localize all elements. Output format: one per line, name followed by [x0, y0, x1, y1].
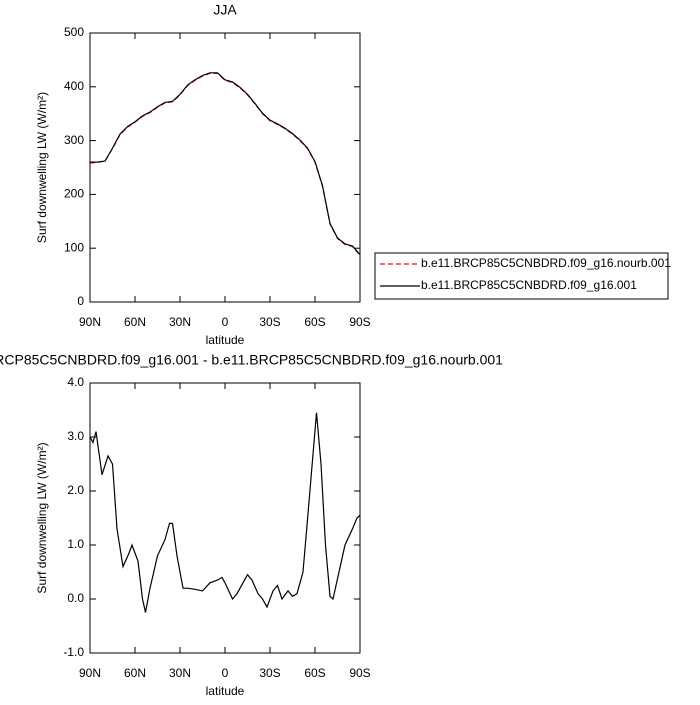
x-tick-label: 30N [169, 666, 191, 680]
y-axis-label: Surf downwelling LW (W/m²) [35, 442, 49, 593]
legend-label: b.e11.BRCP85C5CNBDRD.f09_g16.001 [421, 278, 637, 292]
series-line [89, 412, 361, 613]
x-tick-label: 30N [169, 315, 191, 329]
y-tick-label: 4.0 [67, 375, 84, 389]
series-line [89, 72, 361, 256]
x-tick-label: 90N [79, 666, 101, 680]
x-tick-label: 90S [349, 315, 370, 329]
y-tick-label: 0.0 [67, 591, 84, 605]
x-tick-label: 0 [222, 666, 229, 680]
y-tick-label: 200 [64, 187, 84, 201]
x-tick-label: 0 [222, 315, 229, 329]
x-axis-label: latitude [206, 333, 245, 347]
x-tick-label: 30S [259, 315, 280, 329]
y-tick-label: 2.0 [67, 483, 84, 497]
y-tick-label: 3.0 [67, 429, 84, 443]
plot-frame [89, 382, 361, 654]
x-tick-label: 90S [349, 666, 370, 680]
x-tick-label: 60N [124, 315, 146, 329]
chart-title: JJA [213, 2, 237, 18]
x-tick-label: 60N [124, 666, 146, 680]
legend-label: b.e11.BRCP85C5CNBDRD.f09_g16.nourb.001 [421, 256, 671, 270]
legend-box [374, 252, 669, 300]
y-tick-label: 400 [64, 79, 84, 93]
x-tick-label: 60S [304, 666, 325, 680]
y-axis-label: Surf downwelling LW (W/m²) [35, 92, 49, 243]
y-tick-label: 300 [64, 133, 84, 147]
y-tick-label: 0 [77, 294, 84, 308]
plot-frame [89, 32, 361, 303]
y-tick-label: 500 [64, 25, 84, 39]
x-tick-label: 60S [304, 315, 325, 329]
y-tick-label: -1.0 [63, 645, 84, 659]
x-axis-label: latitude [206, 684, 245, 698]
y-tick-label: 1.0 [67, 537, 84, 551]
x-tick-label: 30S [259, 666, 280, 680]
series-line [90, 72, 361, 256]
chart-title: b.e11.BRCP85C5CNBDRD.f09_g16.001 - b.e11… [0, 352, 503, 368]
x-tick-label: 90N [79, 315, 101, 329]
y-tick-label: 100 [64, 240, 84, 254]
